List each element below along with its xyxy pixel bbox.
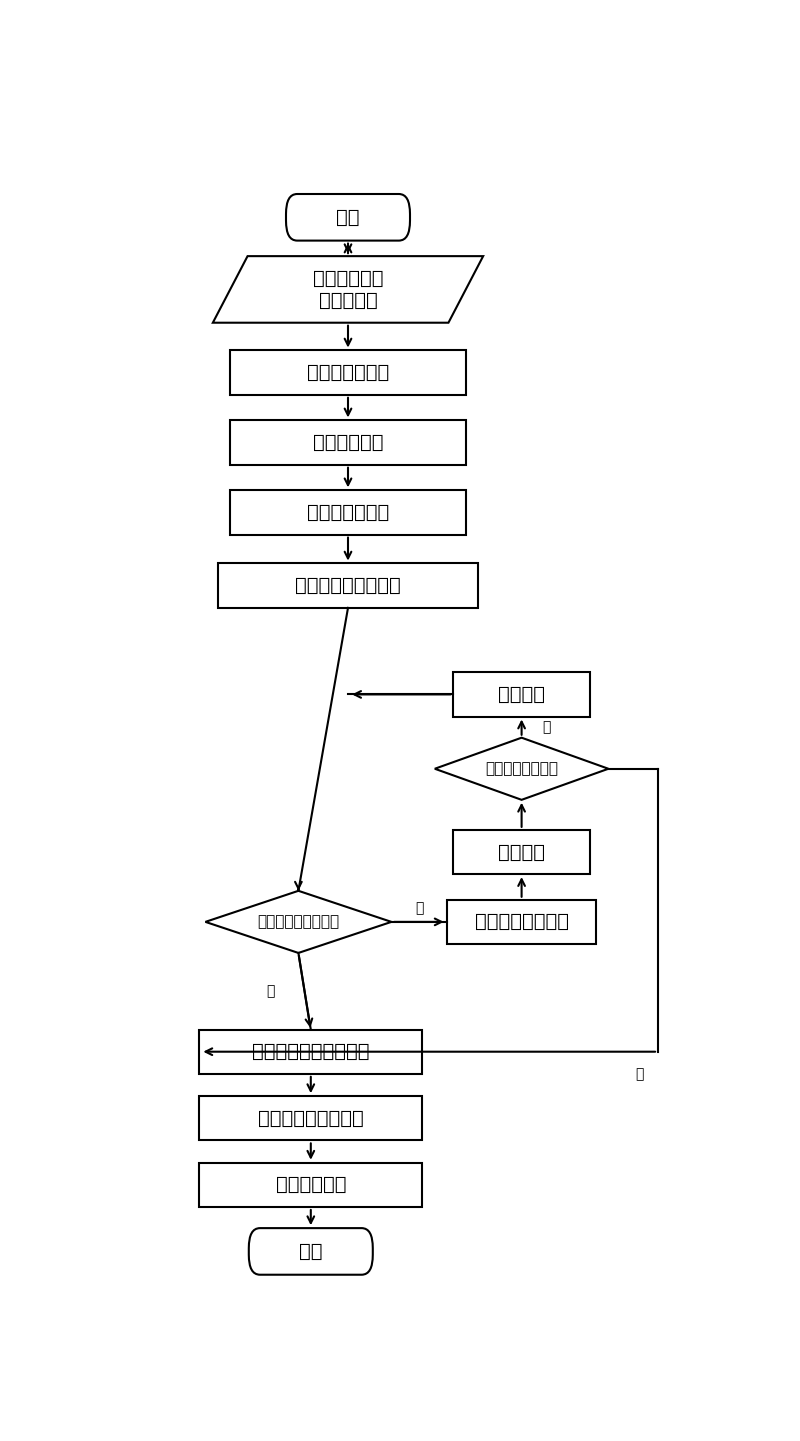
Text: 历史数据归一化: 历史数据归一化 (307, 363, 389, 382)
Polygon shape (206, 891, 391, 953)
Bar (199, 1029, 422, 1074)
Text: 是: 是 (266, 984, 274, 999)
Text: 用训练后的权值预测: 用训练后的权值预测 (258, 1108, 364, 1128)
Text: 误差是否小于期望: 误差是否小于期望 (485, 761, 558, 777)
Text: 开始: 开始 (336, 208, 360, 226)
Text: 建立预测用的输入样本: 建立预测用的输入样本 (252, 1042, 370, 1061)
Bar (454, 672, 590, 716)
Polygon shape (435, 738, 609, 800)
Text: 结束: 结束 (299, 1242, 322, 1261)
Text: 随机初始化权值矩阵: 随机初始化权值矩阵 (295, 576, 401, 595)
Bar (447, 899, 596, 944)
Bar (454, 830, 590, 875)
Text: 建立样本矩阵: 建立样本矩阵 (313, 434, 383, 452)
Text: 初始化训练参数: 初始化训练参数 (307, 503, 389, 522)
Bar (218, 563, 478, 608)
FancyBboxPatch shape (286, 195, 410, 241)
Text: 预测结果恢复: 预测结果恢复 (275, 1176, 346, 1195)
Bar (230, 490, 466, 535)
Bar (230, 350, 466, 395)
Text: 调整权值: 调整权值 (498, 684, 545, 703)
Bar (199, 1163, 422, 1208)
Text: 否: 否 (415, 902, 423, 915)
Text: 是: 是 (635, 1066, 643, 1081)
FancyBboxPatch shape (249, 1228, 373, 1275)
Text: 读取历史数据
及预测长度: 读取历史数据 及预测长度 (313, 269, 383, 310)
Text: 否: 否 (542, 720, 550, 733)
Bar (199, 1097, 422, 1140)
Text: 计算神经元输出值: 计算神经元输出值 (474, 912, 569, 931)
Text: 是否到最大训练次数: 是否到最大训练次数 (258, 915, 339, 929)
Polygon shape (213, 256, 483, 323)
Bar (230, 421, 466, 465)
Text: 计算误差: 计算误差 (498, 843, 545, 862)
